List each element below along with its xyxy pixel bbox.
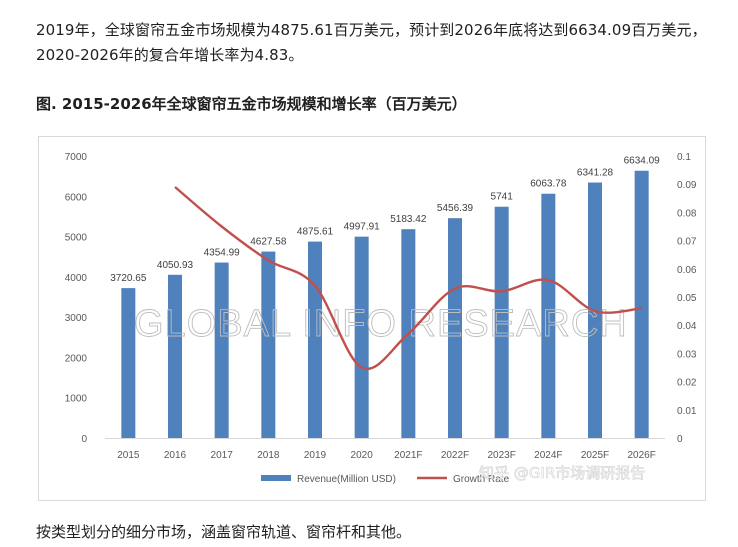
y-right-tick-label: 0.09 bbox=[677, 180, 697, 191]
x-tick-label: 2019 bbox=[304, 450, 327, 461]
bar-value-label: 5741 bbox=[491, 192, 514, 203]
y-left-tick-label: 0 bbox=[81, 434, 87, 445]
revenue-bar bbox=[168, 274, 182, 438]
chart-container: 0 1000 2000 3000 4000 5000 6000 7000 0 0.01 0.02 0… bbox=[38, 136, 706, 501]
revenue-bar bbox=[448, 218, 462, 438]
y-right-tick-label: 0.08 bbox=[677, 208, 697, 219]
legend-label-revenue: Revenue(Million USD) bbox=[297, 474, 396, 485]
revenue-bar bbox=[494, 206, 509, 438]
x-tick-label: 2015 bbox=[117, 450, 140, 461]
bar-value-label: 6341.28 bbox=[577, 168, 614, 179]
bar-value-label: 4050.93 bbox=[157, 260, 194, 271]
y-right-tick-label: 0.01 bbox=[677, 406, 697, 417]
revenue-bar bbox=[541, 193, 556, 438]
article-intro-paragraph: 2019年，全球窗帘五金市场规模为4875.61百万美元，预计到2026年底将达… bbox=[36, 21, 707, 64]
y-right-tick-label: 0 bbox=[677, 434, 683, 445]
revenue-bar bbox=[121, 288, 136, 438]
bar-value-label: 6634.09 bbox=[624, 156, 661, 167]
x-tick-label: 2017 bbox=[211, 450, 234, 461]
bar-value-label: 5183.42 bbox=[390, 214, 427, 225]
y-left-tick-label: 2000 bbox=[65, 353, 88, 364]
right-y-axis: 0 0.01 0.02 0.03 0.04 0.05 0.06 0.07 0.08 0.09 0.1 bbox=[677, 152, 697, 445]
left-y-axis: 0 1000 2000 3000 4000 5000 6000 7000 bbox=[65, 152, 88, 445]
revenue-bar bbox=[634, 170, 649, 438]
y-left-tick-label: 7000 bbox=[65, 152, 88, 163]
x-tick-label: 2024F bbox=[534, 450, 562, 461]
x-tick-label: 2020 bbox=[351, 450, 374, 461]
y-right-tick-label: 0.03 bbox=[677, 349, 697, 360]
x-tick-label: 2022F bbox=[441, 450, 469, 461]
y-right-tick-label: 0.1 bbox=[677, 152, 691, 163]
x-tick-label: 2021F bbox=[394, 450, 422, 461]
x-tick-label: 2026F bbox=[627, 450, 655, 461]
x-tick-label: 2023F bbox=[487, 450, 515, 461]
bar-value-label: 6063.78 bbox=[530, 179, 567, 190]
y-left-tick-label: 1000 bbox=[65, 394, 88, 405]
bar-value-labels: 3720.65 4050.93 4354.99 4627.58 4875.61 4997.… bbox=[110, 156, 660, 284]
y-right-tick-label: 0.07 bbox=[677, 237, 697, 248]
y-right-tick-label: 0.06 bbox=[677, 265, 697, 276]
figure-title: 图. 2015-2026年全球窗帘五金市场规模和增长率（百万美元） bbox=[36, 95, 467, 113]
growth-rate-line bbox=[174, 186, 642, 371]
y-right-tick-label: 0.04 bbox=[677, 321, 697, 332]
x-tick-label: 2018 bbox=[257, 450, 280, 461]
y-right-tick-label: 0.02 bbox=[677, 378, 697, 389]
y-left-tick-label: 3000 bbox=[65, 313, 88, 324]
revenue-bar bbox=[354, 236, 369, 438]
revenue-bar bbox=[214, 262, 229, 438]
bar-value-label: 4354.99 bbox=[204, 248, 241, 259]
platform-watermark: 知乎 @GIR市场调研报告 bbox=[479, 464, 645, 482]
y-left-tick-label: 4000 bbox=[65, 273, 88, 284]
chart-watermark: GLOBAL INFO RESEARCH bbox=[134, 303, 628, 345]
revenue-bar bbox=[261, 251, 276, 438]
legend-swatch-revenue bbox=[261, 475, 291, 481]
x-tick-label: 2025F bbox=[581, 450, 609, 461]
y-left-tick-label: 6000 bbox=[65, 192, 88, 203]
bar-value-label: 3720.65 bbox=[110, 273, 147, 284]
x-tick-label: 2016 bbox=[164, 450, 187, 461]
chart-legend: Revenue(Million USD) Growth Rate bbox=[261, 474, 510, 485]
y-left-tick-label: 5000 bbox=[65, 233, 88, 244]
article-outro-paragraph: 按类型划分的细分市场，涵盖窗帘轨道、窗帘杆和其他。 bbox=[36, 523, 412, 541]
bar-value-label: 4997.91 bbox=[344, 222, 381, 233]
bar-value-label: 5456.39 bbox=[437, 203, 474, 214]
growth-rate-path bbox=[174, 186, 642, 371]
legend-label-growth: Growth Rate bbox=[453, 474, 510, 485]
bar-value-label: 4875.61 bbox=[297, 227, 334, 238]
x-axis: 2015 2016 2017 2018 2019 2020 2021F 2022F 2023F 2… bbox=[105, 438, 665, 461]
y-right-tick-label: 0.05 bbox=[677, 293, 697, 304]
bar-value-label: 4627.58 bbox=[250, 237, 287, 248]
